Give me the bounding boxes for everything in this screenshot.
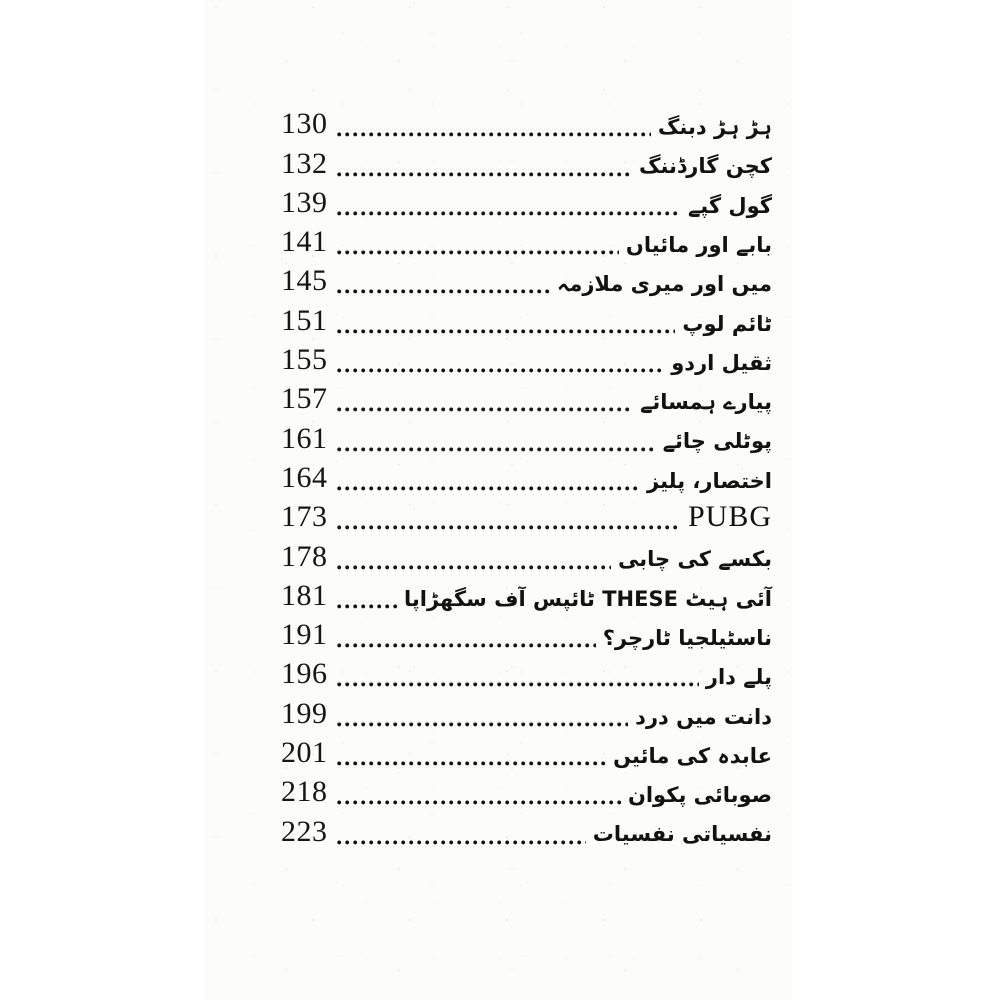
dot-leader (336, 132, 651, 138)
page-number: 199 (281, 696, 328, 730)
dot-leader (336, 761, 607, 767)
chapter-title: اختصار، پلیز (647, 468, 772, 493)
dot-leader (336, 210, 681, 216)
page-number: 130 (281, 107, 328, 141)
chapter-title: PUBG (687, 500, 772, 534)
page-number: 218 (281, 775, 328, 809)
page-number: 145 (281, 264, 328, 298)
dot-leader (336, 485, 641, 491)
toc-row: 196 پلے دار (281, 650, 772, 689)
toc-row: 164 اختصار، پلیز (281, 454, 772, 493)
page-number: 155 (281, 343, 328, 377)
toc-row: 191 ناسٹیلجیا ٹارچر؟ (281, 611, 772, 650)
chapter-title: ثقیل اردو (671, 350, 772, 375)
chapter-title: پوٹلی چائے (662, 429, 772, 454)
page-number: 132 (281, 146, 328, 180)
page-number: 164 (281, 460, 328, 494)
toc-row: 178 بکسے کی چابی (281, 532, 772, 571)
dot-leader (336, 250, 619, 256)
dot-leader (336, 171, 632, 177)
dot-leader (336, 800, 621, 806)
dot-leader (336, 446, 656, 452)
chapter-title: پیارے ہمسائے (640, 390, 772, 415)
dot-leader (336, 368, 665, 374)
page-number: 191 (281, 618, 328, 652)
toc-row: 201 عابدہ کی مائیں (281, 729, 772, 768)
dot-leader (336, 839, 586, 845)
chapter-title: آئی ہیٹ THESE ٹائپس آف سگھڑاپا (404, 586, 772, 611)
toc-row: 139 گول گپے (281, 179, 772, 218)
toc-row: 130 ہڑ ہڑ دبنگ (281, 100, 772, 139)
toc-row: 161 پوٹلی چائے (281, 414, 772, 453)
page-number: 173 (281, 500, 328, 534)
chapter-title: عابدہ کی مائیں (613, 743, 772, 768)
dot-leader (336, 407, 634, 413)
page-number: 161 (281, 421, 328, 455)
chapter-title: بکسے کی چابی (617, 547, 772, 572)
dot-leader (336, 564, 611, 570)
toc-row: 218 صوبائی پکوان (281, 768, 772, 807)
chapter-title: پلے دار (705, 665, 772, 690)
page-number: 181 (281, 578, 328, 612)
chapter-title: میں اور میری ملازمہ (557, 272, 772, 297)
toc-row: 173 PUBG (281, 493, 772, 532)
chapter-title: ناسٹیلجیا ٹارچر؟ (602, 625, 772, 650)
chapter-title: صوبائی پکوان (627, 783, 772, 808)
toc-row: 132 کچن گارڈننگ (281, 139, 772, 178)
page-number: 223 (281, 814, 328, 848)
chapter-title: گول گپے (688, 193, 772, 218)
table-of-contents: 130 ہڑ ہڑ دبنگ 132 کچن گارڈننگ 139 گول گ… (281, 100, 772, 847)
toc-row: 181 آئی ہیٹ THESE ٹائپس آف سگھڑاپا (281, 572, 772, 611)
chapter-title: دانت میں درد (635, 704, 772, 729)
page-number: 178 (281, 539, 328, 573)
page-number: 151 (281, 303, 328, 337)
chapter-title: بابے اور مائیاں (625, 232, 772, 257)
toc-row: 141 بابے اور مائیاں (281, 218, 772, 257)
chapter-title: ہڑ ہڑ دبنگ (657, 115, 772, 140)
page-number: 141 (281, 225, 328, 259)
page-number: 157 (281, 382, 328, 416)
toc-row: 223 نفسیاتی نفسیات (281, 807, 772, 846)
dot-leader (336, 721, 629, 727)
page-number: 201 (281, 736, 328, 770)
toc-row: 155 ثقیل اردو (281, 336, 772, 375)
dot-leader (336, 682, 699, 688)
dot-leader (336, 328, 676, 334)
dot-leader (336, 643, 596, 649)
chapter-title: کچن گارڈننگ (638, 154, 772, 179)
dot-leader (336, 525, 681, 531)
toc-row: 157 پیارے ہمسائے (281, 375, 772, 414)
page-number: 196 (281, 657, 328, 691)
toc-row: 151 ٹائم لوپ (281, 296, 772, 335)
page-number: 139 (281, 185, 328, 219)
toc-row: 199 دانت میں درد (281, 689, 772, 728)
dot-leader (336, 603, 398, 609)
chapter-title: ٹائم لوپ (682, 311, 772, 336)
scanned-book-page: 130 ہڑ ہڑ دبنگ 132 کچن گارڈننگ 139 گول گ… (203, 0, 792, 1000)
dot-leader (336, 289, 551, 295)
chapter-title: نفسیاتی نفسیات (592, 822, 772, 847)
toc-row: 145 میں اور میری ملازمہ (281, 257, 772, 296)
